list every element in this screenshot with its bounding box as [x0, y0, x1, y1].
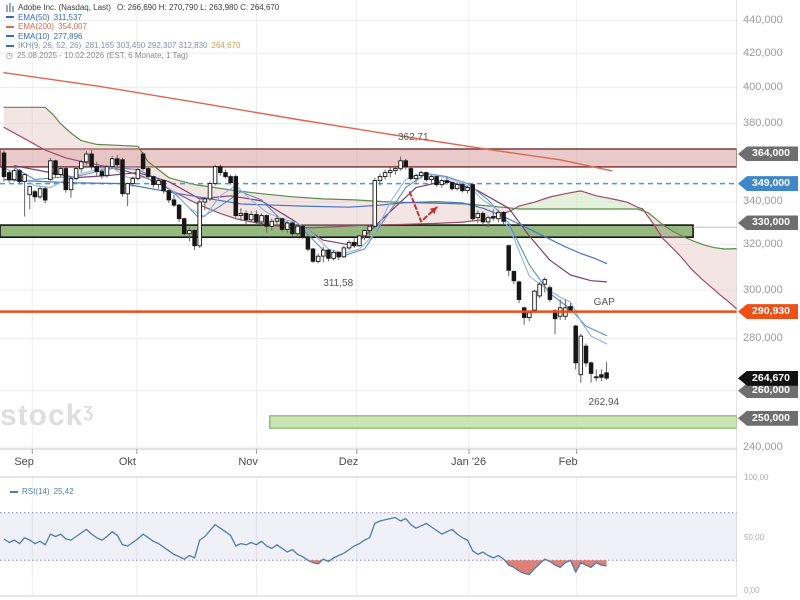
price-axis[interactable]: 440,000 420,000 400,000 380,000 340,000 320,0…	[737, 0, 800, 600]
ema10-color-dash	[6, 35, 14, 38]
ikh-label: IKH(9, 26, 52, 26)	[18, 41, 82, 50]
price-tick-400,000: 400,000	[743, 81, 783, 94]
annotation-nov-low[interactable]: 311,58	[323, 278, 354, 290]
ema200-color-dash	[6, 25, 14, 28]
ema50-value: 311,537	[53, 12, 82, 22]
ichimoku-cloud	[3, 106, 738, 310]
annotation-feb-low[interactable]: 262,94	[588, 396, 620, 408]
ema10-label: EMA(10)	[18, 31, 50, 41]
price-badge-last-price: 264,670	[738, 370, 798, 386]
price-badge-zone-support: 330,000	[738, 215, 798, 231]
legend-ema10[interactable]: EMA(10) 277,896	[6, 32, 279, 42]
price-badge-zone-lower: 250,000	[738, 410, 798, 426]
month-label-Nov: Nov	[238, 456, 258, 468]
candles	[1, 150, 609, 383]
price-badge-gap-level: 290,930	[738, 304, 798, 320]
ikh-values: 281,165 303,450 292,307 312,830	[85, 41, 208, 50]
price-tick-340,000: 340,000	[743, 195, 783, 208]
instrument-icon	[6, 3, 14, 13]
rsi-label: RSI(14)	[22, 487, 50, 496]
month-label-Okt: Okt	[118, 456, 136, 468]
price-tick-240,000: 240,000	[743, 440, 783, 453]
price-tick-280,000: 280,000	[743, 332, 783, 345]
legend-ema200[interactable]: EMA(200) 354,007	[6, 22, 279, 32]
legend-ema50[interactable]: EMA(50) 311,537	[6, 13, 279, 23]
price-tick-380,000: 380,000	[743, 117, 783, 130]
price-badge-zone-resistance: 364,000	[738, 146, 798, 162]
price-tick-320,000: 320,000	[743, 238, 783, 251]
month-label-Sep: Sep	[14, 456, 34, 468]
rsi-value: 25,42	[53, 487, 74, 496]
ema50-label: EMA(50)	[18, 12, 50, 22]
chart-legend: Adobe Inc. (Nasdaq, Last) O: 266,690 H: …	[6, 3, 279, 60]
rsi-tick-100,00: 100,00	[744, 473, 769, 482]
rsi-tick-50,00: 50,00	[744, 532, 765, 542]
date-range: 25.08.2025 - 10.02.2026 (EST, 6 Monate, …	[16, 50, 189, 60]
ema200-value: 354,007	[58, 22, 87, 31]
instrument-title: Adobe Inc. (Nasdaq, Last)	[18, 3, 111, 12]
levels	[0, 182, 737, 228]
rsi-panel	[0, 512, 737, 576]
month-label-Dez: Dez	[338, 456, 359, 468]
month-label-Jan '26: Jan '26	[451, 456, 487, 468]
support-zone	[0, 224, 694, 239]
ema200-label: EMA(200)	[18, 22, 55, 31]
rsi-color-dash	[10, 490, 18, 493]
ema50-color-dash	[6, 16, 14, 19]
annotation-gap[interactable]: GAP	[593, 297, 615, 309]
gridlines	[0, 0, 737, 596]
ikh-last-value: 264,670	[211, 41, 241, 50]
stock3-watermark: stockƷ	[0, 399, 94, 432]
date-range-row[interactable]: ◷ 25.08.2025 - 10.02.2026 (EST, 6 Monate…	[6, 51, 279, 61]
price-badge-level-349: 349,000	[738, 176, 798, 192]
price-tick-420,000: 420,000	[743, 46, 783, 59]
zones	[0, 148, 738, 429]
rsi-tick-0,00: 0,00	[744, 586, 760, 595]
price-tick-300,000: 300,000	[743, 283, 783, 296]
rsi-legend[interactable]: RSI(14) 25,42	[10, 487, 74, 496]
arrow-annotation	[408, 191, 438, 223]
ema10-value: 277,896	[53, 31, 83, 41]
annotation-dec-high[interactable]: 362,71	[397, 131, 429, 143]
ikh-color-dash	[6, 44, 14, 47]
month-label-Feb: Feb	[558, 456, 578, 468]
lower-support-zone	[269, 415, 738, 429]
clock-icon: ◷	[6, 50, 13, 60]
legend-ikh[interactable]: IKH(9, 26, 52, 26) 281,165 303,450 292,3…	[6, 41, 279, 51]
instrument-row[interactable]: Adobe Inc. (Nasdaq, Last) O: 266,690 H: …	[6, 3, 279, 13]
price-tick-440,000: 440,000	[743, 14, 783, 27]
watermark-sup: Ʒ	[83, 404, 94, 421]
ohlc-values: O: 266,690 H: 270,790 L: 263,980 C: 264,…	[116, 3, 280, 12]
price-badge-level-260: 260,000	[738, 383, 798, 399]
